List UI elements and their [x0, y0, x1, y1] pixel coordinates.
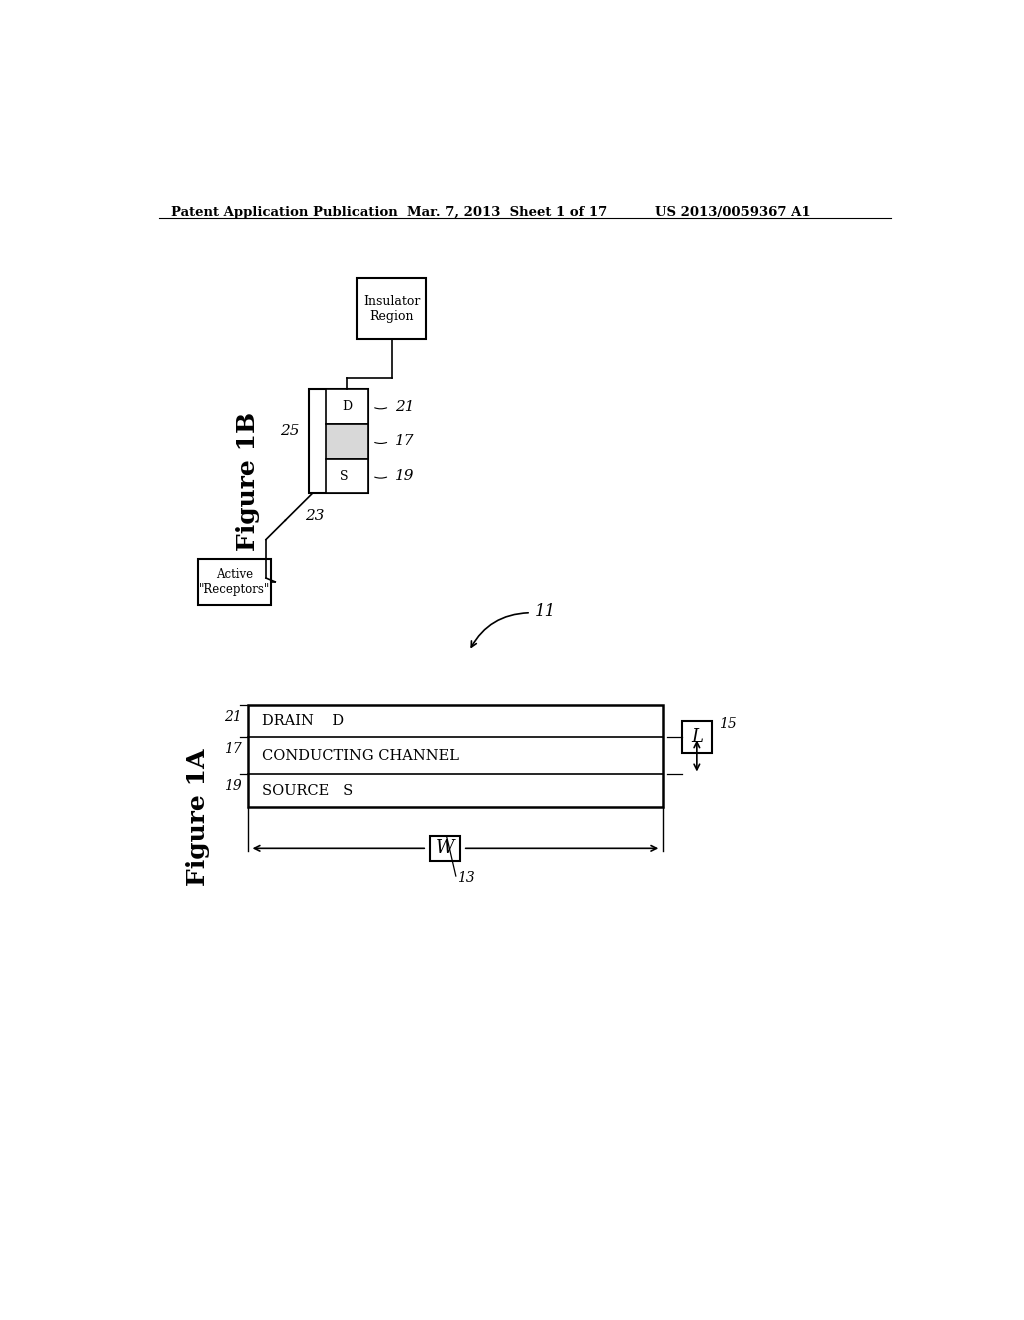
Text: S: S: [340, 470, 349, 483]
Text: 23: 23: [305, 510, 325, 524]
Text: Insulator
Region: Insulator Region: [362, 294, 420, 322]
Text: D: D: [342, 400, 352, 413]
Text: 21: 21: [224, 710, 242, 723]
Text: DRAIN    D: DRAIN D: [262, 714, 344, 729]
Text: 17: 17: [395, 434, 415, 449]
Text: 11: 11: [535, 603, 556, 619]
Bar: [326, 389, 369, 424]
Bar: [326, 424, 369, 459]
Bar: [356, 277, 426, 339]
Bar: [308, 389, 369, 494]
Bar: [430, 836, 460, 861]
Text: Mar. 7, 2013  Sheet 1 of 17: Mar. 7, 2013 Sheet 1 of 17: [407, 206, 607, 219]
Text: Figure 1B: Figure 1B: [237, 412, 260, 552]
Text: W: W: [436, 840, 455, 857]
Text: US 2013/0059367 A1: US 2013/0059367 A1: [655, 206, 811, 219]
Text: 15: 15: [719, 717, 737, 731]
Text: Patent Application Publication: Patent Application Publication: [171, 206, 397, 219]
Text: Active
"Receptors": Active "Receptors": [199, 568, 270, 595]
Text: 25: 25: [280, 424, 299, 438]
Text: L: L: [691, 727, 702, 746]
Bar: [326, 459, 369, 494]
Bar: [248, 705, 663, 807]
Text: 19: 19: [224, 779, 242, 793]
Bar: [198, 558, 271, 605]
Text: 21: 21: [395, 400, 415, 413]
Text: 19: 19: [395, 469, 415, 483]
Text: SOURCE   S: SOURCE S: [262, 784, 353, 797]
Text: 17: 17: [224, 742, 242, 756]
Text: 13: 13: [457, 871, 474, 884]
Text: Figure 1A: Figure 1A: [185, 748, 210, 886]
Text: CONDUCTING CHANNEL: CONDUCTING CHANNEL: [262, 748, 459, 763]
Bar: [682, 721, 712, 752]
